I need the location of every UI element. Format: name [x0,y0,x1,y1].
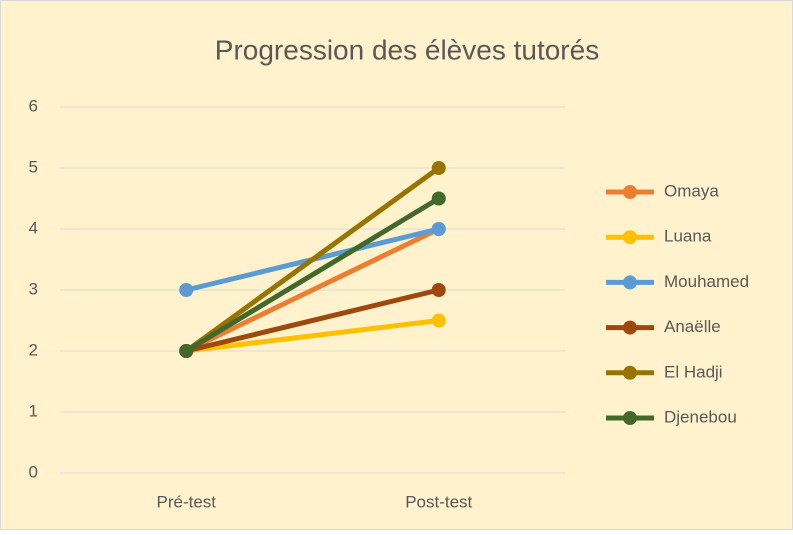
legend-label: Mouhamed [664,272,749,291]
legend-label: Djenebou [664,407,737,426]
x-tick-label: Post-test [405,492,472,511]
legend-marker [623,320,637,335]
series-line [183,318,442,354]
series-line [183,287,442,354]
legend-label: Omaya [664,181,719,200]
legend-marker [623,411,637,425]
data-point [179,283,194,297]
chart-title: Progression des élèves tutorés [215,34,599,65]
data-point [179,344,194,358]
legend-marker [623,185,637,199]
series-line [183,226,442,354]
legend-label: Luana [664,227,712,246]
series-line [183,165,442,354]
legend-marker [623,275,637,290]
series-line [183,196,442,354]
data-point [431,222,446,236]
legend-label: El Hadji [664,362,723,381]
y-tick-label: 5 [29,157,38,176]
y-tick-label: 4 [29,218,38,237]
legend-marker [623,365,637,380]
y-tick-label: 2 [29,340,38,359]
legend-marker [623,230,637,245]
data-point [431,313,446,328]
y-tick-label: 1 [29,401,38,420]
legend-label: Anaëlle [664,317,721,336]
y-tick-label: 6 [29,96,38,115]
y-tick-label: 0 [29,462,38,481]
y-tick-label: 3 [29,279,38,298]
data-point [431,191,446,206]
x-tick-label: Pré-test [156,492,216,511]
data-point [431,283,446,297]
data-point [431,161,446,175]
